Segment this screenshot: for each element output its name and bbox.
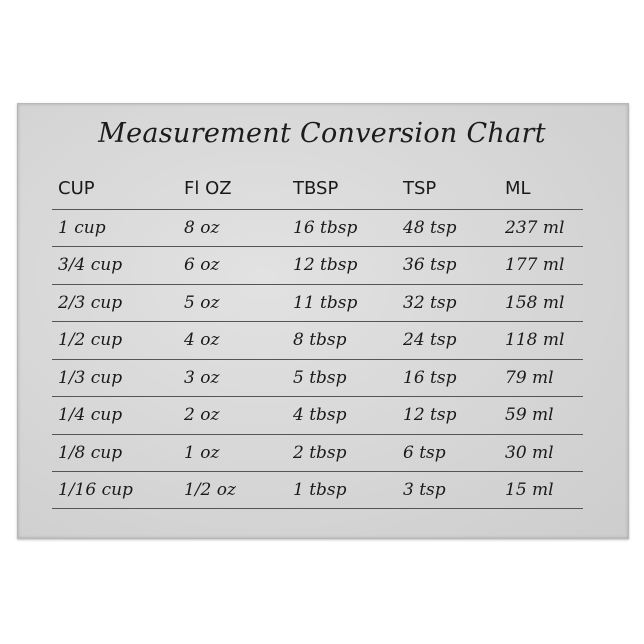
table-header: CUP Fl OZ TBSP TSP ML: [52, 170, 583, 207]
table-row: 1/8 cup 1 oz 2 tbsp 6 tsp 30 ml: [52, 434, 583, 472]
table-cell: 1/2 oz: [184, 480, 236, 500]
table-cell: 1/8 cup: [58, 443, 123, 463]
table-row: 1/3 cup 3 oz 5 tbsp 16 tsp 79 ml: [52, 359, 583, 397]
table-cell: 5 oz: [184, 293, 220, 313]
header-floz: Fl OZ: [184, 178, 232, 199]
table-cell: 12 tbsp: [293, 255, 358, 275]
table-bottom-rule: [52, 508, 583, 509]
table-cell: 30 ml: [505, 443, 554, 463]
table-row: 3/4 cup 6 oz 12 tbsp 36 tsp 177 ml: [52, 246, 583, 284]
table-row: 1/4 cup 2 oz 4 tbsp 12 tsp 59 ml: [52, 396, 583, 434]
table-cell: 79 ml: [505, 368, 554, 388]
table-cell: 8 oz: [184, 218, 220, 238]
table-cell: 1/2 cup: [58, 330, 123, 350]
table-cell: 32 tsp: [403, 293, 457, 313]
table-cell: 3 tsp: [403, 480, 446, 500]
table-cell: 4 tbsp: [293, 405, 347, 425]
table-cell: 2/3 cup: [58, 293, 123, 313]
header-tsp: TSP: [403, 178, 437, 199]
table-cell: 36 tsp: [403, 255, 457, 275]
table-cell: 24 tsp: [403, 330, 457, 350]
table-cell: 118 ml: [505, 330, 565, 350]
chart-title: Measurement Conversion Chart: [98, 118, 546, 149]
table-cell: 11 tbsp: [293, 293, 358, 313]
table-row: 1/2 cup 4 oz 8 tbsp 24 tsp 118 ml: [52, 321, 583, 359]
table-cell: 5 tbsp: [293, 368, 347, 388]
table-cell: 1 oz: [184, 443, 220, 463]
table-cell: 6 tsp: [403, 443, 446, 463]
table-cell: 1/4 cup: [58, 405, 123, 425]
table-cell: 48 tsp: [403, 218, 457, 238]
table-cell: 3 oz: [184, 368, 220, 388]
table-row: 1 cup 8 oz 16 tbsp 48 tsp 237 ml: [52, 209, 583, 247]
table-cell: 16 tbsp: [293, 218, 358, 238]
table-cell: 2 oz: [184, 405, 220, 425]
table-cell: 177 ml: [505, 255, 565, 275]
table-cell: 16 tsp: [403, 368, 457, 388]
table-cell: 12 tsp: [403, 405, 457, 425]
table-cell: 15 ml: [505, 480, 554, 500]
table-cell: 8 tbsp: [293, 330, 347, 350]
header-tbsp: TBSP: [293, 178, 339, 199]
table-cell: 237 ml: [505, 218, 565, 238]
table-cell: 1 cup: [58, 218, 106, 238]
table-cell: 3/4 cup: [58, 255, 123, 275]
table-cell: 1/16 cup: [58, 480, 133, 500]
table-cell: 1 tbsp: [293, 480, 347, 500]
table-cell: 6 oz: [184, 255, 220, 275]
table-cell: 4 oz: [184, 330, 220, 350]
table-cell: 59 ml: [505, 405, 554, 425]
table-row: 1/16 cup 1/2 oz 1 tbsp 3 tsp 15 ml: [52, 471, 583, 509]
header-ml: ML: [505, 178, 531, 199]
table-cell: 1/3 cup: [58, 368, 123, 388]
table-row: 2/3 cup 5 oz 11 tbsp 32 tsp 158 ml: [52, 284, 583, 322]
table-cell: 158 ml: [505, 293, 565, 313]
table-cell: 2 tbsp: [293, 443, 347, 463]
header-cup: CUP: [58, 178, 95, 199]
